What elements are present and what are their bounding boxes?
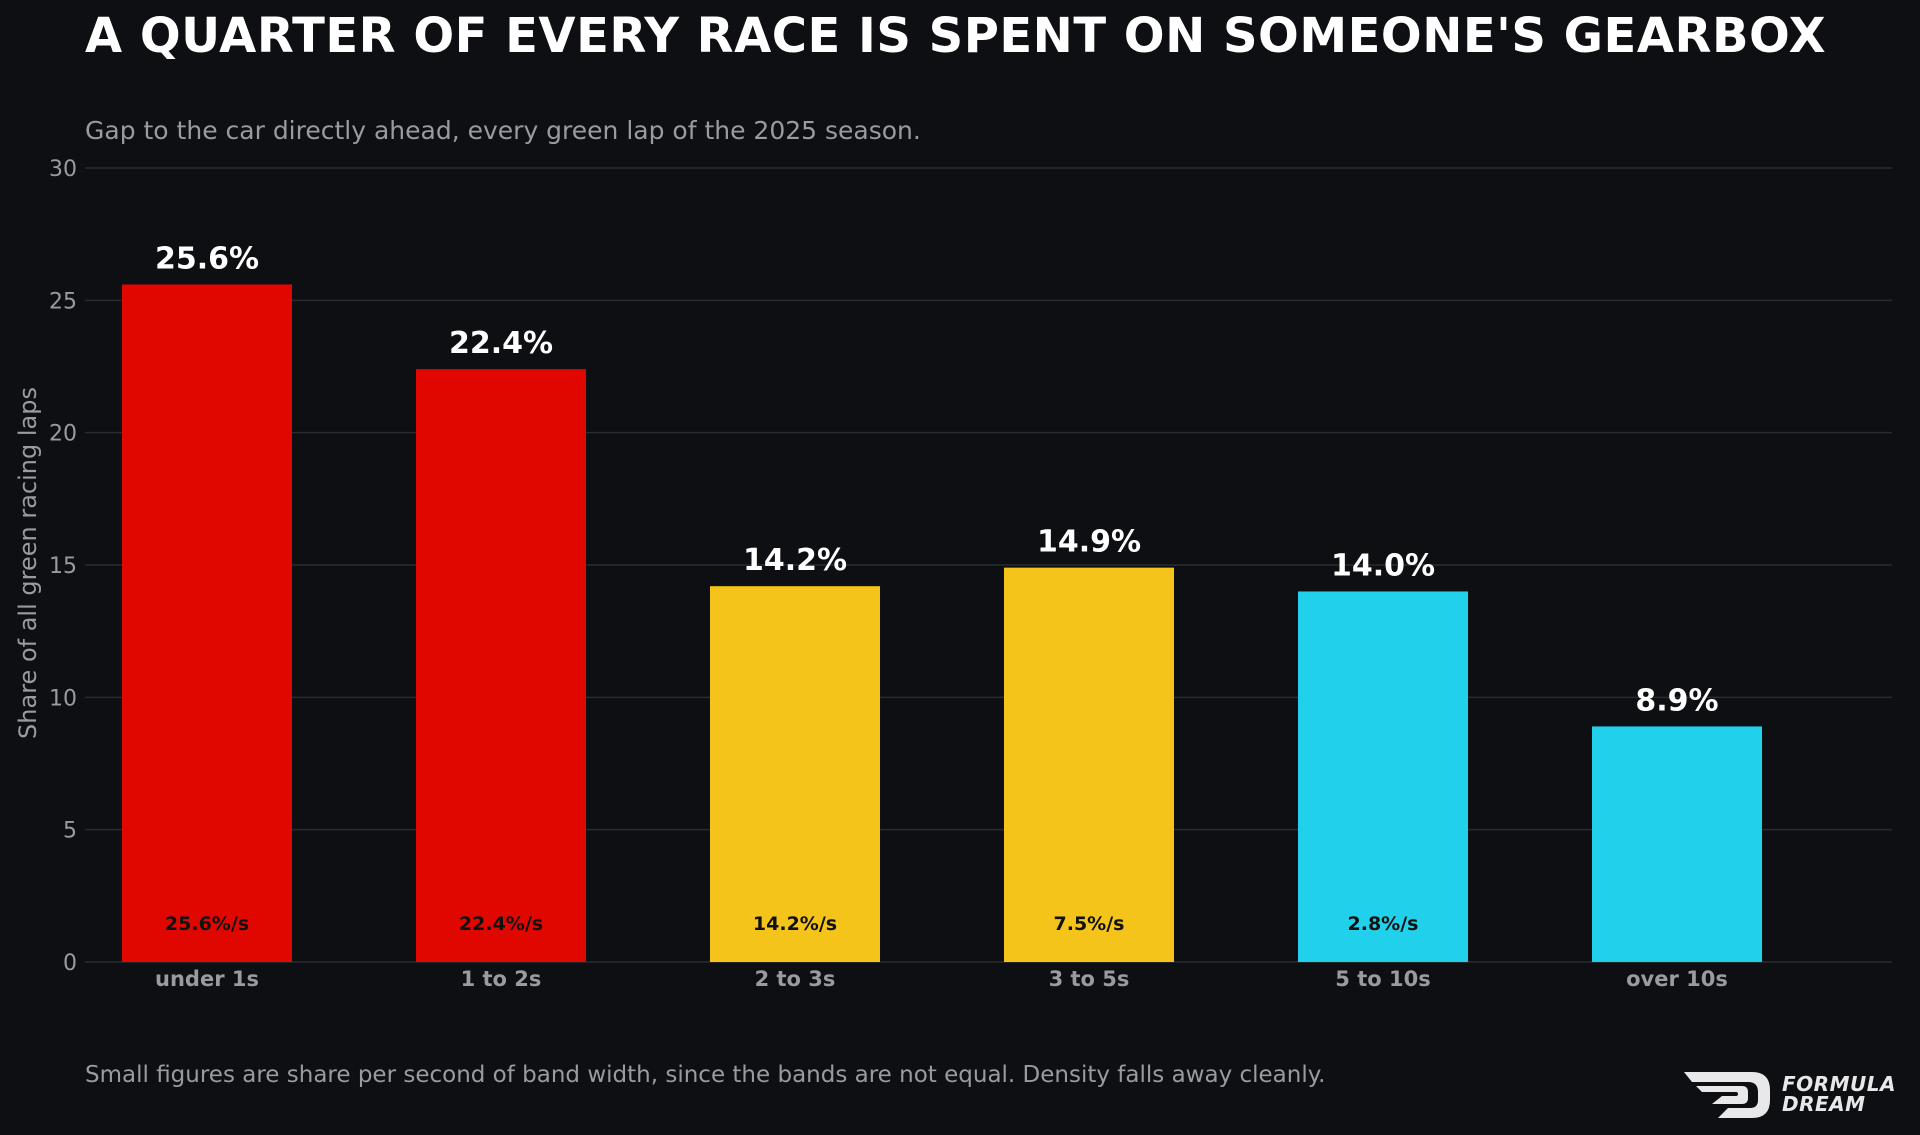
bars-layer bbox=[122, 284, 1762, 962]
chart-subtitle: Gap to the car directly ahead, every gre… bbox=[85, 116, 921, 145]
density-label: 22.4%/s bbox=[459, 913, 543, 935]
x-tick-label: 3 to 5s bbox=[1049, 967, 1130, 991]
x-tick-label: under 1s bbox=[155, 967, 259, 991]
density-label: 14.2%/s bbox=[753, 913, 837, 935]
bar bbox=[1592, 726, 1762, 962]
y-tick-label: 25 bbox=[49, 289, 77, 314]
bar bbox=[710, 586, 880, 962]
bar bbox=[416, 369, 586, 962]
brand-line-2: DREAM bbox=[1782, 1092, 1866, 1116]
data-label: 8.9% bbox=[1635, 683, 1718, 718]
formula-dream-logo bbox=[1684, 1072, 1770, 1118]
density-label: 2.8%/s bbox=[1348, 913, 1419, 935]
y-tick-label: 30 bbox=[49, 157, 77, 182]
footnote: Small figures are share per second of ba… bbox=[85, 1062, 1326, 1088]
y-axis-label: Share of all green racing laps bbox=[14, 387, 42, 739]
y-tick-label: 15 bbox=[49, 554, 77, 579]
density-label: 25.6%/s bbox=[165, 913, 249, 935]
y-tick-label: 20 bbox=[49, 422, 77, 447]
y-tick-label: 10 bbox=[49, 686, 77, 711]
chart-title: A QUARTER OF EVERY RACE IS SPENT ON SOME… bbox=[85, 8, 1827, 64]
data-label: 25.6% bbox=[155, 241, 259, 276]
bar bbox=[1004, 567, 1174, 962]
y-tick-label: 5 bbox=[63, 819, 77, 844]
x-tick-label: 2 to 3s bbox=[755, 967, 836, 991]
x-tick-label: 1 to 2s bbox=[461, 967, 542, 991]
data-label: 14.9% bbox=[1037, 525, 1141, 560]
data-label: 22.4% bbox=[449, 326, 553, 361]
x-tick-label: 5 to 10s bbox=[1335, 967, 1430, 991]
brand-name: FORMULA DREAM bbox=[1782, 1074, 1896, 1114]
x-tick-label: over 10s bbox=[1626, 967, 1728, 991]
bar bbox=[122, 284, 292, 962]
grid-layer bbox=[85, 167, 1892, 963]
data-label: 14.0% bbox=[1331, 548, 1435, 583]
brand-line-1: FORMULA bbox=[1782, 1072, 1896, 1096]
bar bbox=[1298, 591, 1468, 962]
density-label: 7.5%/s bbox=[1054, 913, 1125, 935]
y-tick-label: 0 bbox=[63, 951, 77, 976]
data-label: 14.2% bbox=[743, 543, 847, 578]
labels-layer: 0 5 10 15 20 25 30 25.6% 25.6%/s under 1s 22.4% 22.… bbox=[49, 157, 1728, 991]
